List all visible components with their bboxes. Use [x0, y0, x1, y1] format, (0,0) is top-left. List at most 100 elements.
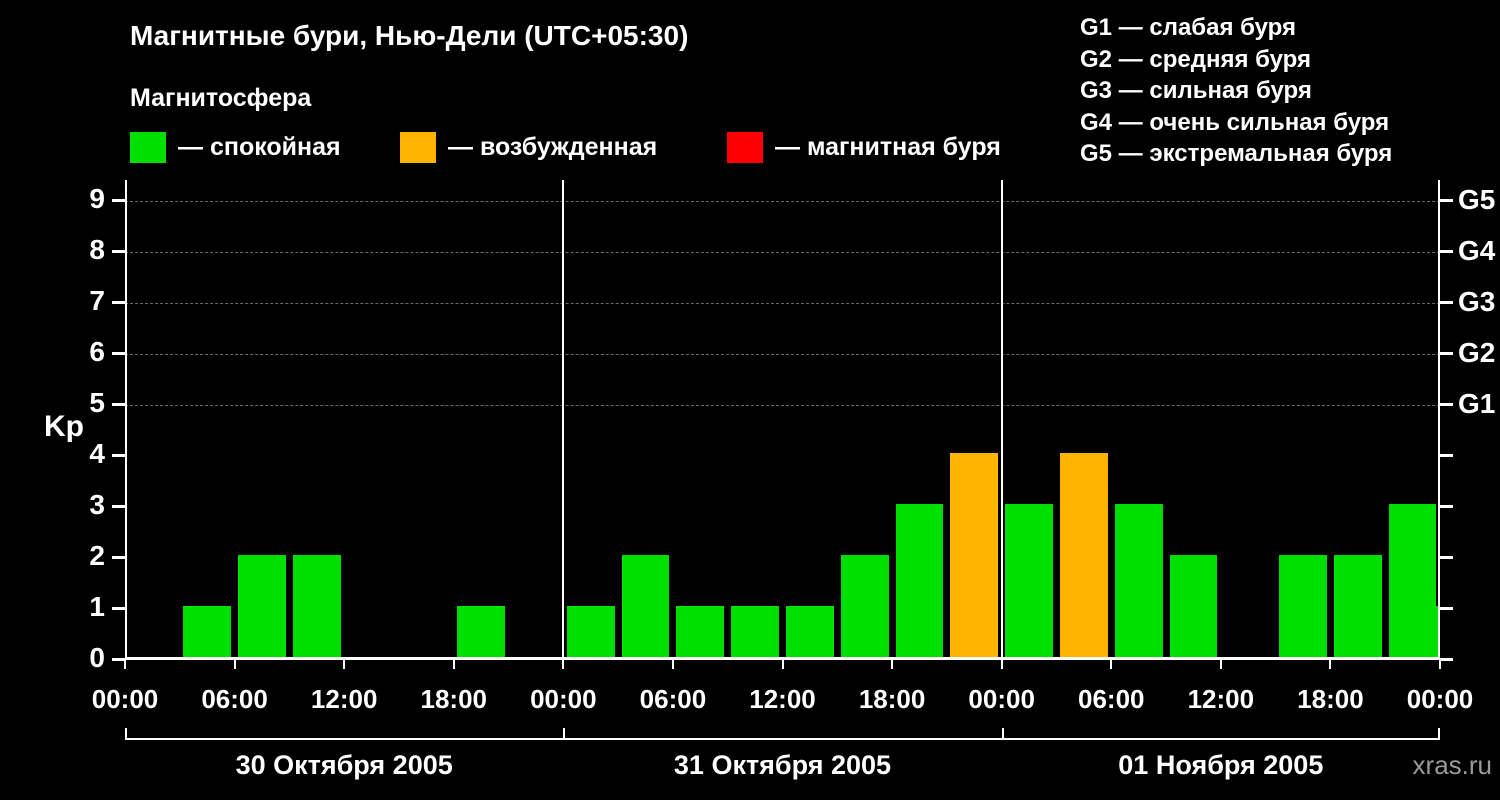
kp-bar — [621, 555, 670, 657]
kp-bar — [840, 555, 889, 657]
storm-scale-g4: G4 — очень сильная буря — [1080, 108, 1390, 136]
y-axis-tick — [112, 658, 125, 661]
kp-bar — [238, 555, 286, 657]
kp-bar — [1114, 504, 1163, 657]
x-axis-tick — [343, 660, 346, 669]
legend-item-storm: — магнитная буря — [727, 132, 1001, 163]
right-axis-line — [1438, 180, 1440, 660]
y-tick-label: 6 — [89, 336, 105, 367]
gridline — [125, 354, 1440, 355]
kp-bar — [895, 504, 944, 657]
legend-quiet-label: — спокойная — [178, 133, 341, 161]
gridline — [125, 303, 1440, 304]
right-axis-tick — [1440, 199, 1453, 202]
y-tick-label: 3 — [89, 489, 105, 520]
y-tick-label: 0 — [89, 642, 105, 673]
x-axis-tick — [233, 660, 236, 669]
x-tick-label: 00:00 — [91, 684, 159, 714]
day-axis-tick — [1001, 728, 1004, 740]
legend-item-quiet: — спокойная — [130, 132, 341, 163]
y-tick-label: 1 — [89, 591, 105, 622]
day-label: 31 Октября 2005 — [673, 750, 892, 780]
g-level-label: G5 — [1458, 184, 1496, 215]
kp-bar-partial — [1411, 606, 1438, 657]
legend-excited-label: — возбужденная — [448, 133, 658, 161]
day-axis-tick — [1438, 728, 1440, 740]
quiet-color-swatch — [130, 132, 166, 163]
y-axis-tick — [112, 607, 125, 610]
x-tick-label: 18:00 — [420, 684, 488, 714]
watermark: xras.ru — [1412, 750, 1492, 780]
x-axis-tick — [562, 660, 565, 669]
x-axis-tick — [671, 660, 674, 669]
y-axis-tick — [112, 556, 125, 559]
y-axis-tick — [112, 301, 125, 304]
y-axis-tick — [112, 352, 125, 355]
y-tick-label: 7 — [89, 285, 105, 316]
kp-bar — [950, 453, 999, 657]
right-axis-tick — [1440, 658, 1453, 661]
g-level-label: G2 — [1458, 337, 1496, 368]
g-level-label: G3 — [1458, 286, 1496, 317]
x-tick-label: 18:00 — [1297, 684, 1364, 714]
kp-bar — [566, 606, 615, 657]
x-tick-label: 06:00 — [639, 684, 707, 714]
kp-bar — [1059, 453, 1108, 657]
x-tick-label: 12:00 — [1187, 684, 1255, 714]
x-axis-tick — [1110, 660, 1113, 669]
x-tick-label: 00:00 — [530, 684, 597, 714]
storm-scale-g1: G1 — слабая буря — [1080, 14, 1297, 41]
right-axis-tick — [1440, 454, 1453, 457]
y-tick-label: 2 — [89, 540, 105, 571]
y-axis-line — [125, 180, 127, 660]
y-axis-tick — [112, 250, 125, 253]
right-axis-tick — [1440, 352, 1453, 355]
x-tick-label: 00:00 — [1406, 684, 1474, 714]
magnetosphere-label: Магнитосфера — [130, 84, 312, 112]
day-label: 30 Октября 2005 — [235, 750, 453, 780]
storm-color-swatch — [727, 132, 763, 163]
right-axis-tick — [1440, 556, 1453, 559]
right-axis-tick — [1440, 505, 1453, 508]
storm-scale-g3: G3 — сильная буря — [1080, 77, 1312, 105]
right-axis-tick — [1440, 403, 1453, 406]
x-tick-label: 12:00 — [310, 684, 378, 714]
kp-bar — [1169, 555, 1218, 657]
day-separator-line — [562, 180, 565, 660]
x-axis-line — [125, 657, 1440, 660]
y-axis-tick — [112, 199, 125, 202]
gridline — [125, 252, 1440, 253]
storm-scale-legend: G1 — слабая буря G2 — средняя буря G3 — … — [1080, 12, 1392, 170]
excited-color-swatch — [400, 132, 436, 163]
chart-title: Магнитные бури, Нью-Дели (UTC+05:30) — [130, 20, 689, 51]
kp-bar — [731, 606, 779, 657]
plot-area: 0 1 2 3 4 5 6 7 8 9 G1 G2 G3 G4 G5 00:00 06:00 12:00 18:00… — [89, 180, 1495, 780]
x-tick-label: 18:00 — [858, 684, 926, 714]
kp-bar — [1279, 555, 1327, 657]
y-axis-tick — [112, 403, 125, 406]
x-axis-tick — [452, 660, 455, 669]
x-tick-label: 06:00 — [1078, 684, 1145, 714]
day-axis-line — [125, 738, 1440, 740]
y-axis-tick — [112, 505, 125, 508]
storm-scale-g5: G5 — экстремальная буря — [1080, 140, 1393, 168]
x-axis-tick — [1219, 660, 1222, 669]
y-tick-label: 4 — [89, 438, 105, 469]
kp-bar — [1005, 504, 1053, 657]
g-level-label: G1 — [1458, 388, 1496, 419]
kp-bar — [786, 606, 834, 657]
y-tick-label: 9 — [89, 183, 105, 214]
right-axis-tick — [1440, 607, 1453, 610]
x-tick-label: 06:00 — [201, 684, 268, 714]
storm-scale-g2: G2 — средняя буря — [1080, 45, 1311, 73]
g-level-label: G4 — [1458, 235, 1496, 266]
kp-bar — [1333, 555, 1382, 657]
day-separator-line — [1000, 180, 1003, 660]
legend-item-excited: — возбужденная — [400, 132, 657, 163]
x-axis-tick — [124, 660, 126, 669]
x-axis-tick — [1329, 660, 1332, 669]
day-axis-tick — [125, 728, 127, 740]
kp-bar — [676, 606, 725, 657]
kp-bar — [457, 606, 506, 657]
